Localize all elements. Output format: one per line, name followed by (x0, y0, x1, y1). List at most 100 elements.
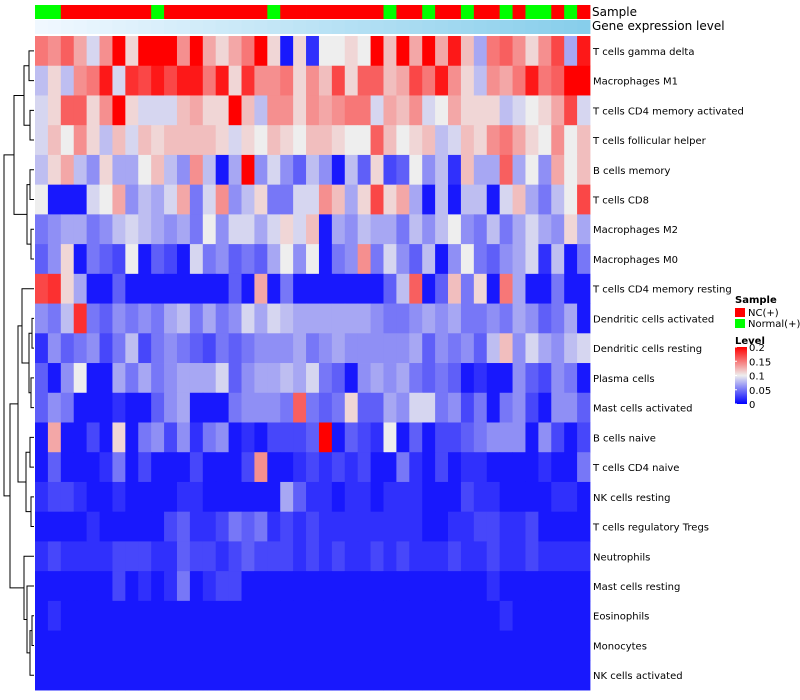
dendrogram-branch (29, 436, 34, 468)
row-label: T cells CD4 memory resting (592, 285, 732, 296)
heatmap-cell (138, 303, 152, 334)
heatmap-cell (228, 630, 242, 661)
dendrogram-branch (30, 496, 34, 528)
heatmap-cell (267, 481, 281, 513)
legend-label-normal: Normal(+) (748, 319, 800, 330)
heatmap-cell (473, 630, 488, 661)
heatmap-cell (460, 660, 475, 691)
heatmap-cell (125, 214, 139, 245)
heatmap-cell (331, 333, 346, 364)
heatmap-cell (551, 95, 565, 126)
sample-annotation-cell (344, 5, 359, 19)
heatmap-cell (306, 660, 320, 691)
heatmap-cell (538, 481, 552, 513)
heatmap-cell (202, 600, 217, 631)
heatmap-cell (151, 452, 165, 483)
heatmap-cell (512, 36, 526, 67)
heatmap-cell (422, 481, 436, 513)
heatmap-cell (176, 125, 191, 156)
row-label: B cells naive (593, 433, 656, 444)
heatmap-cell (331, 244, 346, 275)
heatmap-cell (228, 95, 242, 126)
heatmap-cell (512, 392, 526, 423)
gene-expression-level-cell (138, 20, 152, 34)
heatmap-cell (396, 600, 410, 631)
heatmap-cell (164, 630, 178, 661)
heatmap-cell (241, 333, 255, 364)
dendrogram-branch (29, 109, 34, 141)
heatmap-cell (538, 36, 552, 67)
heatmap-cell (344, 125, 359, 156)
heatmap-cell (422, 125, 436, 156)
heatmap-cell (254, 65, 268, 96)
heatmap-cell (73, 333, 88, 364)
heatmap-cell (564, 214, 578, 245)
heatmap-cell (435, 422, 449, 453)
heatmap-cell (577, 363, 591, 394)
heatmap-cell (344, 333, 359, 364)
heatmap-cell (344, 660, 359, 691)
heatmap-cell (331, 422, 346, 453)
heatmap-cell (486, 422, 501, 453)
heatmap-cell (99, 65, 113, 96)
heatmap-cell (138, 481, 152, 513)
heatmap-cell (215, 333, 230, 364)
heatmap-cell (151, 422, 165, 453)
heatmap-cell (422, 600, 436, 631)
row-labels: T cells gamma delta Macrophages M1 T cells… (592, 47, 744, 682)
heatmap-cell (383, 273, 397, 304)
sample-annotation-cell (409, 5, 423, 19)
heatmap-cell (151, 214, 165, 245)
heatmap-cell (73, 363, 88, 394)
heatmap-cell (99, 571, 113, 602)
heatmap-cell (189, 511, 204, 542)
level-tick-label: 0 (749, 400, 755, 411)
heatmap-cell (473, 422, 488, 453)
heatmap-cell (254, 452, 268, 483)
heatmap-cell (202, 333, 217, 364)
heatmap-cell (448, 452, 462, 483)
heatmap-cell (73, 65, 88, 96)
heatmap-cell (551, 125, 565, 156)
heatmap-cell (357, 363, 371, 394)
heatmap-cell (280, 214, 294, 245)
heatmap-cell (60, 244, 75, 275)
gene-expression-level-cell (383, 20, 397, 34)
heatmap-cell (551, 363, 565, 394)
heatmap-cell (357, 333, 371, 364)
sample-annotation-cell (228, 5, 242, 19)
heatmap-cell (564, 511, 578, 542)
heatmap-cell (577, 36, 591, 67)
heatmap-cell (73, 184, 88, 215)
gene-expression-level-cell (318, 20, 333, 34)
heatmap-cell (267, 660, 281, 691)
heatmap-cell (409, 95, 423, 126)
heatmap-cell (176, 154, 191, 186)
sample-annotation-cell (538, 5, 552, 19)
heatmap-cell (551, 214, 565, 245)
heatmap-cell (512, 363, 526, 394)
row-label: T cells CD4 naive (592, 463, 679, 474)
heatmap-cell (241, 541, 255, 572)
heatmap-cell (435, 392, 449, 423)
heatmap-cell (125, 303, 139, 334)
heatmap-cell (525, 541, 539, 572)
heatmap-cell (112, 363, 126, 394)
heatmap-cell (370, 95, 384, 126)
heatmap-cell (486, 36, 501, 67)
heatmap-cell (538, 154, 552, 186)
heatmap-cell (112, 154, 126, 186)
gene-expression-level-cell (189, 20, 204, 34)
heatmap-cell (293, 541, 307, 572)
heatmap-cell (383, 95, 397, 126)
heatmap-cell (60, 95, 75, 126)
heatmap-cell (280, 571, 294, 602)
heatmap-cell (215, 571, 230, 602)
heatmap-cell (35, 571, 49, 602)
sample-annotation-cell (577, 5, 591, 19)
heatmap-cell (486, 660, 501, 691)
heatmap-cell (306, 333, 320, 364)
gene-expression-level-cell (538, 20, 552, 34)
heatmap-cell (86, 184, 100, 215)
heatmap-cell (254, 481, 268, 513)
